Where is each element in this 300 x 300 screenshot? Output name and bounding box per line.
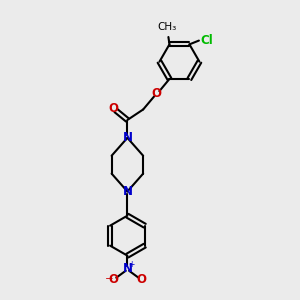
Text: Cl: Cl xyxy=(200,34,213,47)
Text: O: O xyxy=(152,87,162,100)
Text: +: + xyxy=(128,260,134,269)
Text: N: N xyxy=(122,131,132,144)
Text: O: O xyxy=(108,102,118,115)
Text: CH₃: CH₃ xyxy=(158,22,177,32)
Text: N: N xyxy=(122,185,132,198)
Text: N: N xyxy=(122,262,132,275)
Text: O: O xyxy=(136,273,146,286)
Text: O: O xyxy=(109,273,119,286)
Text: −: − xyxy=(105,274,113,284)
